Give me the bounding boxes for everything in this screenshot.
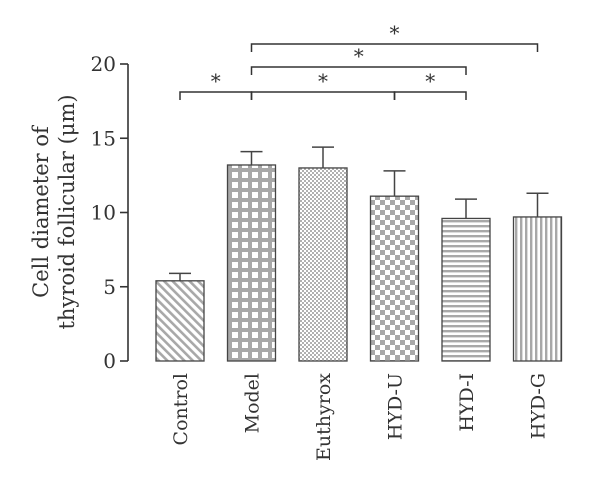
significance-bracket (250, 66, 467, 75)
error-bars (169, 146, 549, 281)
x-tick-label: Model (242, 373, 264, 433)
x-tick-label: HYD-I (456, 373, 478, 432)
significance-star: * (318, 69, 328, 93)
significance-bracket (393, 91, 467, 100)
significance-star: * (390, 21, 400, 45)
significance-bracket (250, 43, 539, 52)
significance-brackets: * * * * * (179, 21, 539, 100)
y-axis-label-line-2: thyroid follicular (μm) (55, 94, 79, 329)
bar-euthyrox (299, 167, 347, 361)
y-tick-label: 15 (91, 126, 116, 150)
bars (155, 164, 563, 362)
significance-bracket (250, 91, 396, 100)
y-axis-label: Cell diameter of thyroid follicular (μm) (29, 94, 79, 329)
significance-star: * (425, 69, 435, 93)
x-tick-label: HYD-U (385, 373, 407, 440)
bar-hyd-g (513, 216, 562, 361)
bar-control (156, 280, 204, 361)
bar-hyd-u (370, 196, 419, 361)
x-tick-label: Euthyrox (313, 373, 335, 461)
y-tick-label: 20 (91, 52, 116, 76)
y-tick-label: 0 (103, 349, 116, 373)
significance-bracket (179, 91, 253, 100)
bar-model (227, 164, 276, 361)
x-tick-label: Control (170, 373, 192, 445)
significance-star: * (354, 44, 364, 68)
significance-star: * (211, 69, 221, 93)
x-tick-label: HYD-G (528, 373, 550, 439)
y-axis-label-line-1: Cell diameter of (29, 124, 53, 298)
y-tick-label: 10 (91, 201, 116, 225)
y-axis: 0 5 10 15 20 (91, 52, 129, 373)
y-tick-label: 5 (103, 275, 116, 299)
x-axis-labels: Control Model Euthyrox HYD-U HYD-I HYD-G (170, 373, 550, 461)
bar-hyd-i (442, 218, 490, 361)
